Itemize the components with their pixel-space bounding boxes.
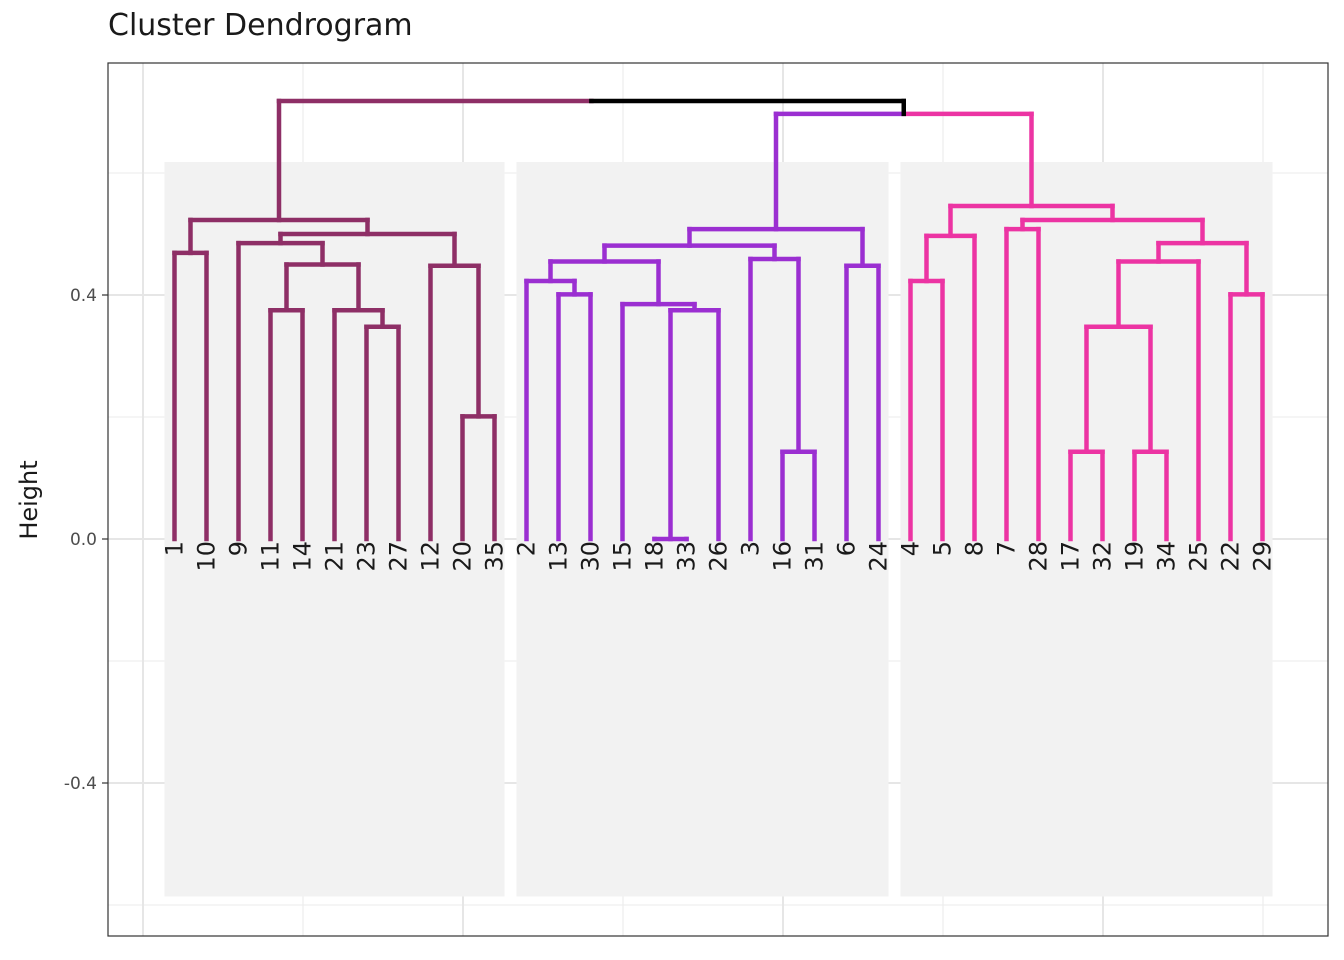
leaf-label: 31 xyxy=(801,541,829,572)
leaf-label: 3 xyxy=(737,541,765,556)
cluster-rect-layer xyxy=(164,162,1273,897)
chart-title: Cluster Dendrogram xyxy=(108,8,413,43)
leaf-label: 4 xyxy=(897,541,925,556)
leaf-label: 14 xyxy=(289,541,317,572)
leaf-label: 32 xyxy=(1089,541,1117,572)
leaf-label: 27 xyxy=(385,541,413,572)
leaf-label-layer: 1 10 9 11 14 21 23 27 12 20 35 2 13 30 15 18 33 26 3 16 31 6 2… xyxy=(161,541,1277,572)
leaf-label: 18 xyxy=(641,541,669,572)
leaf-label: 8 xyxy=(961,541,989,556)
leaf-label: 1 xyxy=(161,541,189,556)
leaf-label: 19 xyxy=(1121,541,1149,572)
leaf-label: 10 xyxy=(193,541,221,572)
leaf-label: 23 xyxy=(353,541,381,572)
leaf-label: 11 xyxy=(257,541,285,572)
leaf-label: 30 xyxy=(577,541,605,572)
y-axis-title: Height xyxy=(15,460,43,539)
y-tick-label: -0.4 xyxy=(64,774,97,794)
leaf-label: 25 xyxy=(1185,541,1213,572)
leaf-label: 35 xyxy=(481,541,509,572)
leaf-label: 15 xyxy=(609,541,637,572)
leaf-label: 28 xyxy=(1025,541,1053,572)
leaf-label: 17 xyxy=(1057,541,1085,572)
y-tick-label: 0.0 xyxy=(70,530,97,550)
y-axis: -0.4 0.0 0.4 xyxy=(64,286,108,794)
leaf-label: 22 xyxy=(1217,541,1245,572)
leaf-label: 5 xyxy=(929,541,957,556)
leaf-label: 24 xyxy=(865,541,893,572)
leaf-label: 21 xyxy=(321,541,349,572)
cluster-rect-2 xyxy=(516,162,889,897)
leaf-label: 34 xyxy=(1153,541,1181,572)
leaf-label: 7 xyxy=(993,541,1021,556)
leaf-label: 12 xyxy=(417,541,445,572)
leaf-label: 20 xyxy=(449,541,477,572)
panel-border xyxy=(107,62,1329,937)
leaf-label: 2 xyxy=(513,541,541,556)
cluster-rect-3 xyxy=(900,162,1273,897)
branch-layer xyxy=(172,98,1265,542)
leaf-label: 9 xyxy=(225,541,253,556)
leaf-label: 26 xyxy=(705,541,733,572)
leaf-label: 33 xyxy=(673,541,701,572)
leaf-label: 13 xyxy=(545,541,573,572)
leaf-label: 6 xyxy=(833,541,861,556)
y-tick-label: 0.4 xyxy=(70,286,97,306)
leaf-label: 16 xyxy=(769,541,797,572)
leaf-label: 29 xyxy=(1249,541,1277,572)
